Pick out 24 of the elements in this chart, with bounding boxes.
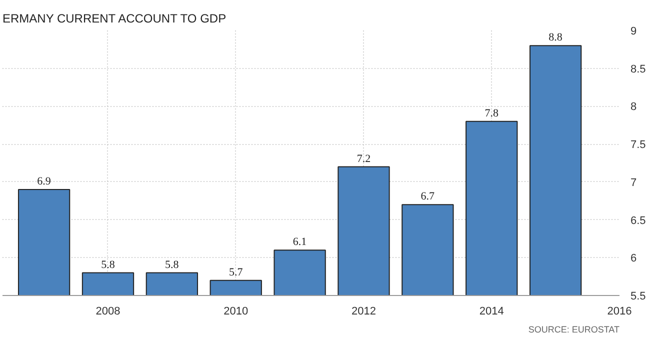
chart-title: ERMANY CURRENT ACCOUNT TO GDP [2, 12, 226, 26]
y-tick-label: 7 [630, 176, 637, 189]
y-tick-label: 6 [630, 252, 637, 265]
data-label: 6.9 [37, 176, 52, 188]
data-label: 6.7 [420, 190, 436, 203]
x-tick-label: 2016 [607, 306, 632, 318]
y-tick-label: 9 [630, 26, 637, 38]
data-label: 5.8 [165, 258, 180, 271]
source-note: SOURCE: EUROSTAT [528, 324, 620, 334]
data-label: 7.8 [484, 107, 499, 120]
data-label: 6.1 [292, 236, 307, 248]
x-tick-label: 2012 [352, 306, 376, 318]
data-label: 7.2 [356, 152, 371, 165]
data-label: 8.8 [548, 32, 563, 44]
x-tick-label: 2008 [96, 306, 120, 318]
data-label: 5.7 [229, 266, 244, 278]
y-tick-label: 8 [630, 101, 637, 114]
y-tick-label: 6.5 [630, 214, 646, 227]
y-tick-label: 5.5 [630, 290, 646, 302]
y-tick-label: 7.5 [630, 139, 646, 152]
x-tick-label: 2010 [224, 306, 248, 318]
x-tick-label: 2014 [479, 306, 504, 318]
data-label: 5.8 [101, 258, 116, 271]
y-tick-label: 8.5 [630, 63, 646, 76]
